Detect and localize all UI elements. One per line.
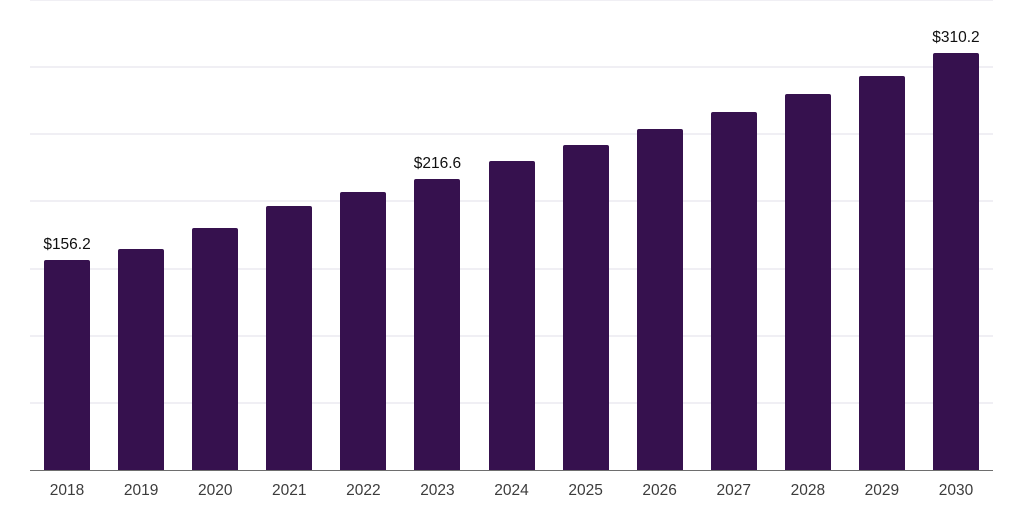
x-axis-label-2030: 2030 bbox=[938, 482, 974, 499]
bar-2025[interactable] bbox=[562, 145, 609, 470]
bar-2026[interactable] bbox=[636, 129, 683, 470]
x-axis-label-2020: 2020 bbox=[197, 482, 233, 499]
bar-slot-2030: $310.2 bbox=[919, 0, 993, 470]
gridline-250 bbox=[30, 133, 993, 136]
x-axis-label-2022: 2022 bbox=[346, 482, 381, 499]
bar-value-label-2030: $310.2 bbox=[932, 28, 980, 46]
bar-2023[interactable] bbox=[414, 179, 461, 470]
bar-slot-2022 bbox=[326, 0, 400, 470]
x-axis-label-2025: 2025 bbox=[568, 482, 603, 499]
bar-slot-2021 bbox=[252, 0, 326, 470]
plot-area: $156.2 $216.6 $310.2 bbox=[30, 0, 993, 471]
bar-2022[interactable] bbox=[340, 192, 387, 470]
x-axis-label-2019: 2019 bbox=[123, 482, 159, 499]
x-axis-label-2021: 2021 bbox=[272, 482, 307, 499]
bar-2018[interactable] bbox=[44, 260, 91, 470]
bar-2021[interactable] bbox=[266, 206, 313, 470]
bar-value-label-2018: $156.2 bbox=[43, 235, 91, 253]
bar-2027[interactable] bbox=[710, 111, 757, 470]
bar-slot-2019 bbox=[104, 0, 178, 470]
bar-slot-2026 bbox=[623, 0, 697, 470]
bar-value-label-2023: $216.6 bbox=[413, 154, 462, 172]
bar-2028[interactable] bbox=[784, 93, 831, 470]
bar-2020[interactable] bbox=[192, 228, 239, 470]
bar-slot-2018: $156.2 bbox=[30, 0, 104, 470]
bar-slot-2023: $216.6 bbox=[400, 0, 474, 470]
bar-2024[interactable] bbox=[488, 161, 535, 470]
gridline-350 bbox=[30, 0, 993, 1]
x-axis-label-2026: 2026 bbox=[642, 482, 677, 499]
bar-slot-2027 bbox=[697, 0, 771, 470]
x-axis-label-2027: 2027 bbox=[716, 482, 751, 499]
bar-2029[interactable] bbox=[858, 75, 905, 470]
bar-2019[interactable] bbox=[118, 249, 165, 470]
bar-2030[interactable] bbox=[932, 53, 979, 470]
x-axis-label-2023: 2023 bbox=[420, 482, 455, 499]
x-axis-label-2018: 2018 bbox=[49, 482, 85, 499]
bar-slot-2029 bbox=[845, 0, 919, 470]
bar-slot-2025 bbox=[549, 0, 623, 470]
bar-slot-2020 bbox=[178, 0, 252, 470]
x-axis-label-2029: 2029 bbox=[864, 482, 900, 499]
bar-slot-2028 bbox=[771, 0, 845, 470]
bar-slots: $156.2 $216.6 $310.2 bbox=[30, 0, 993, 470]
bar-slot-2024 bbox=[474, 0, 548, 470]
x-axis-label-2028: 2028 bbox=[790, 482, 826, 499]
x-axis-label-2024: 2024 bbox=[494, 482, 529, 499]
x-axis: 2018 2019 2020 2021 2022 2023 2024 2025 2026 2027… bbox=[30, 472, 993, 500]
gridline-300 bbox=[30, 66, 993, 69]
